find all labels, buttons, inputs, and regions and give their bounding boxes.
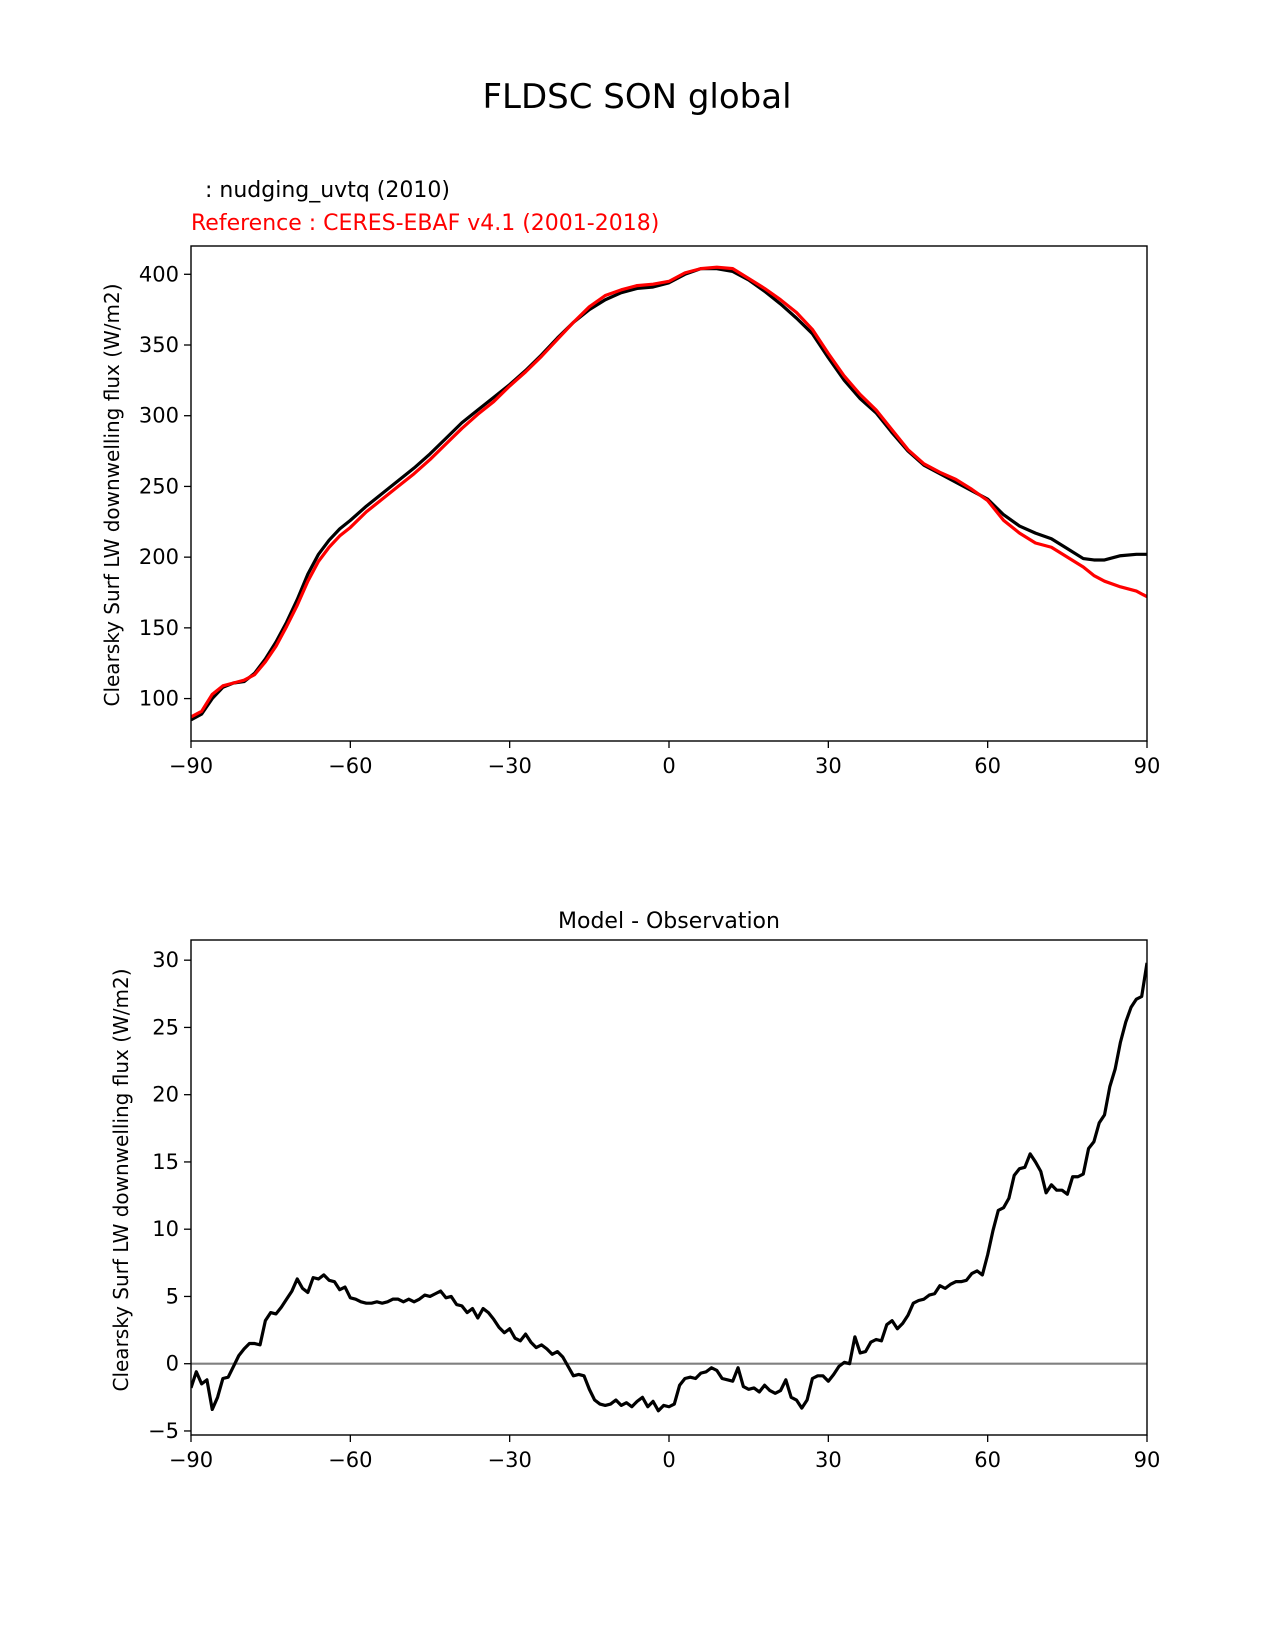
x-tick-label: 0: [662, 754, 675, 778]
model-subtitle: : nudging_uvtq (2010): [191, 178, 450, 203]
y-tick-label: 10: [152, 1217, 179, 1241]
y-tick-label: 0: [166, 1352, 179, 1376]
y-tick-label: 20: [152, 1083, 179, 1107]
x-tick-label: −60: [328, 1448, 372, 1472]
y-tick-label: 250: [139, 474, 179, 498]
x-tick-label: 30: [815, 1448, 842, 1472]
x-tick-label: 90: [1134, 1448, 1161, 1472]
x-tick-label: 30: [815, 754, 842, 778]
x-tick-label: −90: [169, 754, 213, 778]
x-tick-label: 90: [1134, 754, 1161, 778]
top-plot-area: −90 −60 −30 0 30 60 90 100 150 200 250 300 350 400: [139, 245, 1161, 778]
x-tick-label: −30: [488, 1448, 532, 1472]
reference-subtitle: Reference : CERES-EBAF v4.1 (2001-2018): [191, 211, 659, 236]
y-tick-label: 100: [139, 687, 179, 711]
x-tick-label: −90: [169, 1448, 213, 1472]
y-tick-label: 300: [139, 404, 179, 428]
bottom-panel: Model - Observation Clearsky Surf LW dow…: [109, 909, 1160, 1472]
series-line-2: [191, 265, 1147, 719]
y-tick-label: −5: [148, 1419, 179, 1443]
x-tick-label: −30: [488, 754, 532, 778]
figure-title: FLDSC SON global: [482, 77, 791, 117]
y-tick-label: 350: [139, 333, 179, 357]
y-tick-label: 150: [139, 616, 179, 640]
top-panel: : nudging_uvtq (2010) Reference : CERES-…: [100, 178, 1160, 778]
y-tick-label: 400: [139, 262, 179, 286]
y-tick-label: 15: [152, 1150, 179, 1174]
bottom-ylabel: Clearsky Surf LW downwelling flux (W/m2): [109, 968, 133, 1391]
y-tick-label: 25: [152, 1015, 179, 1039]
y-tick-label: 30: [152, 948, 179, 972]
bottom-title: Model - Observation: [558, 909, 780, 934]
axes-frame: [190, 245, 1148, 742]
y-tick-label: 200: [139, 545, 179, 569]
axes-frame: [190, 939, 1148, 1436]
bottom-plot-area: −90 −60 −30 0 30 60 90 −5 0 5 10 15 20 25 30: [148, 939, 1161, 1472]
x-tick-label: 60: [974, 1448, 1001, 1472]
top-ylabel: Clearsky Surf LW downwelling flux (W/m2): [100, 283, 124, 706]
y-tick-label: 5: [166, 1284, 179, 1308]
series-line-1: [191, 267, 1147, 722]
series-line-1: [191, 962, 1147, 1413]
x-tick-label: 60: [974, 754, 1001, 778]
x-tick-label: −60: [328, 754, 372, 778]
x-tick-label: 0: [662, 1448, 675, 1472]
